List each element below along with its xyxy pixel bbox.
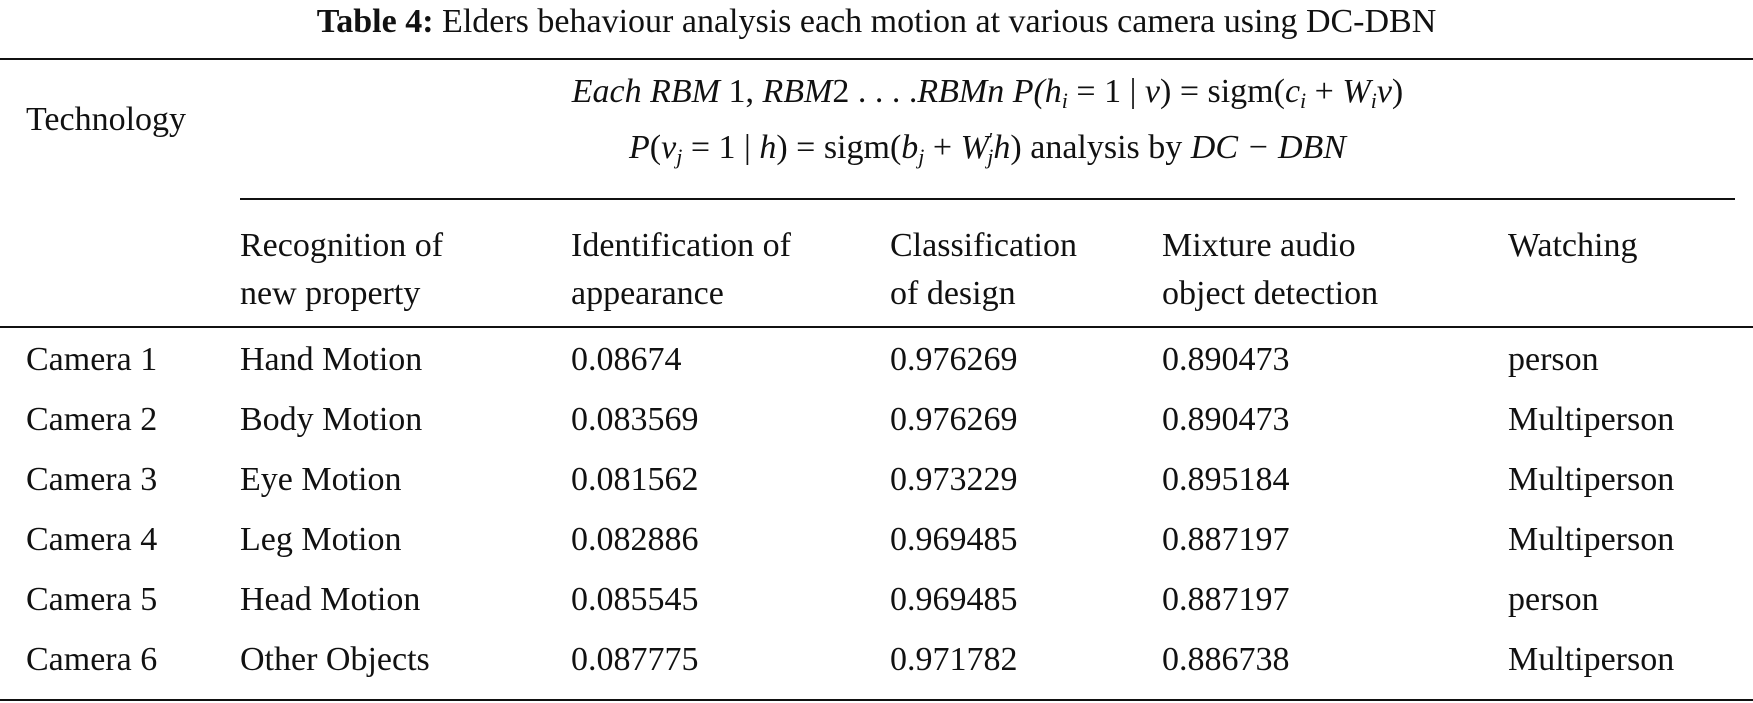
formula1-j-sub: i — [1300, 88, 1307, 113]
classification-cell: 0.969485 — [890, 521, 1018, 558]
column-header-watching-line1: Watching — [1508, 227, 1638, 264]
column-header-classification-line1: Classification — [890, 227, 1077, 264]
table-row: Camera 3 Eye Motion 0.081562 0.973229 0.… — [0, 452, 1753, 512]
column-header-recognition: Recognition of new property — [240, 222, 443, 318]
formula1-i: ) = sigm( — [1160, 73, 1285, 110]
formula1-n: ) — [1391, 73, 1404, 110]
watching-cell: Multiperson — [1508, 641, 1675, 678]
header-bottom-rule — [0, 326, 1753, 328]
formula2-a: P — [629, 129, 650, 166]
formula2-k: ) analysis by — [1010, 129, 1191, 166]
column-header-classification-line2: of design — [890, 275, 1016, 312]
formula1-f-sub: i — [1061, 88, 1068, 113]
column-header-recognition-line1: Recognition of — [240, 227, 444, 264]
table-bottom-rule — [0, 699, 1753, 701]
column-header-mixture: Mixture audio object detection — [1162, 222, 1378, 318]
formula2-c: v — [661, 129, 677, 166]
watching-cell: Multiperson — [1508, 461, 1675, 498]
column-header-recognition-line2: new property — [240, 275, 421, 312]
table-row: Camera 5 Head Motion 0.085545 0.969485 0… — [0, 572, 1753, 632]
formula2-i-sub: j — [987, 144, 994, 169]
table-row: Camera 2 Body Motion 0.083569 0.976269 0… — [0, 392, 1753, 452]
identification-cell: 0.08674 — [571, 341, 682, 378]
formula1-l-sub: i — [1370, 88, 1377, 113]
mixture-cell: 0.886738 — [1162, 641, 1290, 678]
formula-line-2: P(vj = 1 | h) = sigm(bj + W′jh) analysis… — [240, 120, 1735, 177]
classification-cell: 0.971782 — [890, 641, 1018, 678]
classification-cell: 0.976269 — [890, 341, 1018, 378]
formula2-h: + — [924, 129, 961, 166]
formula1-k: + — [1306, 73, 1343, 110]
table-caption-label: Table 4: — [316, 3, 434, 40]
formula2-g: b — [901, 129, 919, 166]
table-row: Camera 1 Hand Motion 0.08674 0.976269 0.… — [0, 332, 1753, 392]
column-header-classification: Classification of design — [890, 222, 1077, 318]
identification-cell: 0.081562 — [571, 461, 699, 498]
camera-cell: Camera 5 — [26, 581, 158, 618]
motion-cell: Eye Motion — [240, 461, 402, 498]
mixture-cell: 0.887197 — [1162, 521, 1290, 558]
formula2-i: W — [960, 129, 989, 166]
column-header-identification-line1: Identification of — [571, 227, 791, 264]
formula2-b: ( — [649, 129, 662, 166]
formula1-a: Each RBM — [571, 73, 720, 110]
formula2-j: h — [993, 129, 1011, 166]
identification-cell: 0.083569 — [571, 401, 699, 438]
table-row: Camera 6 Other Objects 0.087775 0.971782… — [0, 632, 1753, 692]
classification-cell: 0.969485 — [890, 581, 1018, 618]
motion-cell: Leg Motion — [240, 521, 402, 558]
classification-cell: 0.976269 — [890, 401, 1018, 438]
formula2-e: h — [759, 129, 777, 166]
column-header-identification-line2: appearance — [571, 275, 724, 312]
formula2-c-sub: j — [676, 144, 683, 169]
formula2-g-sub: j — [918, 144, 925, 169]
formula1-h: v — [1144, 73, 1160, 110]
formula1-j: c — [1284, 73, 1301, 110]
formula1-c: RBM — [762, 73, 833, 110]
column-header-identification: Identification of appearance — [571, 222, 791, 318]
table-caption: Table 4: Elders behaviour analysis each … — [0, 0, 1753, 42]
formula1-f: (h — [1033, 73, 1062, 110]
formula-line-1: Each RBM 1, RBM2 . . . .RBMn P(hi = 1 | … — [240, 72, 1735, 121]
motion-cell: Hand Motion — [240, 341, 423, 378]
motion-cell: Other Objects — [240, 641, 430, 678]
column-header-watching: Watching — [1508, 222, 1637, 270]
camera-cell: Camera 6 — [26, 641, 158, 678]
camera-cell: Camera 3 — [26, 461, 158, 498]
formula1-m: v — [1376, 73, 1392, 110]
mixture-cell: 0.890473 — [1162, 341, 1290, 378]
camera-cell: Camera 4 — [26, 521, 158, 558]
column-header-mixture-line2: object detection — [1162, 275, 1379, 312]
formula2-f: ) = sigm( — [776, 129, 902, 166]
formula1-d: 2 . . . . — [832, 73, 918, 110]
watching-cell: person — [1508, 341, 1599, 378]
formula1-e: RBMn P — [917, 73, 1034, 110]
formula1-g: = 1 | — [1067, 73, 1145, 110]
classification-cell: 0.973229 — [890, 461, 1018, 498]
watching-cell: person — [1508, 581, 1599, 618]
formula2-i-sup: ′ — [988, 129, 994, 151]
mixture-cell: 0.890473 — [1162, 401, 1290, 438]
header-group-rule — [240, 198, 1735, 200]
formula2-l: DC − DBN — [1190, 129, 1346, 166]
mixture-cell: 0.887197 — [1162, 581, 1290, 618]
motion-cell: Body Motion — [240, 401, 423, 438]
table-row: Camera 4 Leg Motion 0.082886 0.969485 0.… — [0, 512, 1753, 572]
camera-cell: Camera 2 — [26, 401, 158, 438]
mixture-cell: 0.895184 — [1162, 461, 1290, 498]
camera-cell: Camera 1 — [26, 341, 158, 378]
watching-cell: Multiperson — [1508, 521, 1675, 558]
watching-cell: Multiperson — [1508, 401, 1675, 438]
formula1-b: 1, — [719, 73, 763, 110]
identification-cell: 0.085545 — [571, 581, 699, 618]
identification-cell: 0.082886 — [571, 521, 699, 558]
motion-cell: Head Motion — [240, 581, 421, 618]
table-caption-text: Elders behaviour analysis each motion at… — [442, 3, 1437, 40]
identification-cell: 0.087775 — [571, 641, 699, 678]
formula2-d: = 1 | — [682, 129, 760, 166]
technology-header: Technology — [26, 101, 187, 138]
formula1-l: W — [1342, 73, 1371, 110]
column-header-mixture-line1: Mixture audio — [1162, 227, 1356, 264]
table-top-rule — [0, 58, 1753, 60]
